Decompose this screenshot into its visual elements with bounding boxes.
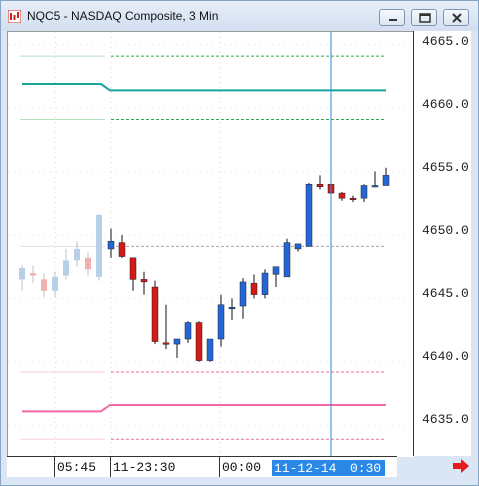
- candle: [129, 257, 137, 280]
- candle: [283, 242, 291, 278]
- candle: [349, 197, 357, 200]
- pivot-line: [22, 403, 386, 413]
- candle: [151, 286, 159, 342]
- candle: [261, 272, 269, 295]
- maximize-icon: [419, 13, 431, 23]
- candle: [250, 282, 258, 295]
- candle: [305, 183, 313, 247]
- candle: [184, 322, 192, 340]
- y-tick-label: 4645.0: [422, 286, 469, 301]
- cursor-time: 0:30: [350, 461, 382, 476]
- y-tick-label: 4665.0: [422, 34, 469, 49]
- app-chart-icon: [8, 10, 21, 23]
- chart-plot-area[interactable]: [7, 31, 414, 457]
- candle: [173, 338, 181, 345]
- window-title: NQC5 - NASDAQ Composite, 3 Min: [27, 9, 219, 23]
- maximize-button[interactable]: [411, 9, 437, 26]
- prior-candle: [41, 279, 47, 291]
- y-tick-label: 4660.0: [422, 97, 469, 112]
- candle: [360, 185, 368, 199]
- time-separator: [110, 457, 111, 477]
- prior-candle: [30, 273, 36, 276]
- time-separator: [54, 457, 55, 477]
- pivot-line: [22, 83, 386, 92]
- x-tick-label: 00:00: [222, 460, 262, 475]
- time-separator: [219, 457, 220, 477]
- candle: [371, 185, 379, 188]
- candlestick-chart: [8, 32, 414, 457]
- candle: [316, 183, 324, 188]
- y-tick-label: 4650.0: [422, 223, 469, 238]
- candle: [140, 279, 148, 283]
- candle: [228, 307, 236, 310]
- x-tick-label: 05:45: [57, 460, 97, 475]
- title-bar[interactable]: NQC5 - NASDAQ Composite, 3 Min: [1, 1, 478, 31]
- candle: [239, 281, 247, 307]
- cursor-date: 11-12-14: [274, 461, 337, 476]
- prior-candle: [63, 260, 69, 276]
- close-icon: [452, 13, 462, 23]
- candle: [217, 304, 225, 340]
- minimize-icon: [389, 19, 397, 21]
- candle: [272, 266, 280, 275]
- y-tick-label: 4640.0: [422, 349, 469, 364]
- candle: [294, 243, 302, 250]
- minimize-button[interactable]: [379, 9, 405, 26]
- y-tick-label: 4655.0: [422, 160, 469, 175]
- prior-candle: [74, 248, 80, 261]
- candle: [206, 338, 214, 361]
- y-tick-label: 4635.0: [422, 412, 469, 427]
- prior-candle: [19, 267, 25, 280]
- candle: [382, 175, 390, 186]
- candle: [118, 242, 126, 257]
- candle: [195, 322, 203, 361]
- candle: [162, 342, 170, 345]
- prior-candle: [85, 257, 91, 270]
- prior-candle: [52, 276, 58, 291]
- scroll-right-arrow-icon[interactable]: [452, 458, 470, 474]
- close-button[interactable]: [443, 9, 469, 26]
- prior-candle: [96, 214, 102, 277]
- candle: [338, 192, 346, 199]
- x-tick-label: 11-23:30: [113, 460, 176, 475]
- candle: [107, 241, 115, 250]
- price-axis[interactable]: 4665.0 4660.0 4655.0 4650.0 4645.0 4640.…: [413, 31, 471, 456]
- cursor-time-label: 11-12-14 0:30: [272, 460, 385, 476]
